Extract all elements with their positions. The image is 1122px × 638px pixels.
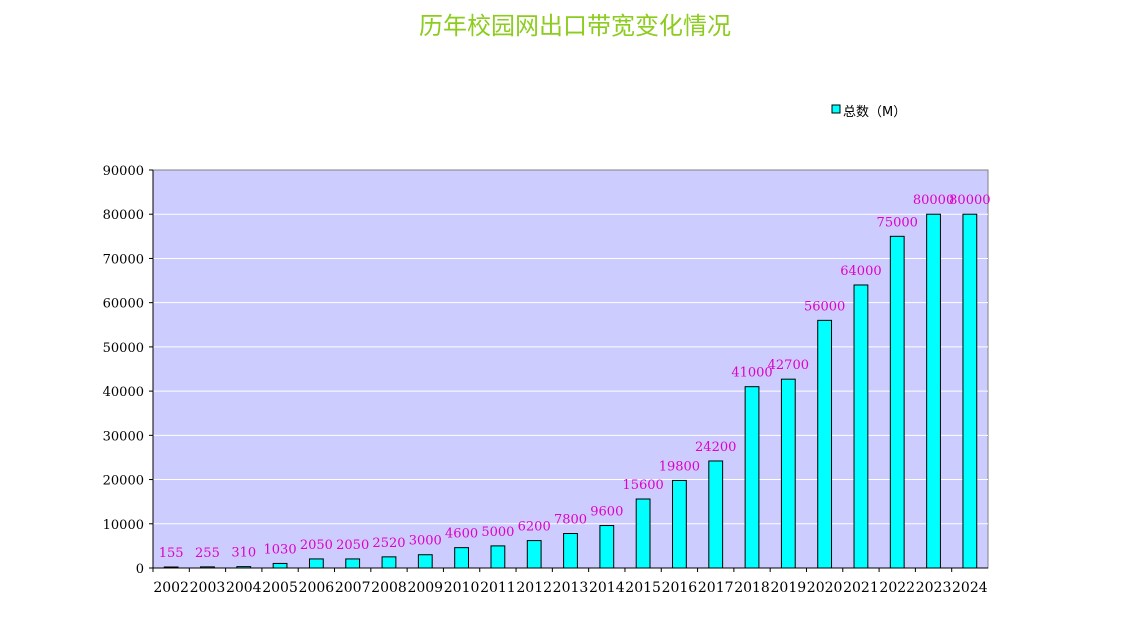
gridlines [153, 213, 988, 525]
x-tick-label: 2004 [226, 580, 262, 596]
bar [780, 378, 796, 569]
data-label: 3000 [409, 534, 442, 549]
data-label: 24200 [695, 440, 736, 455]
x-tick-label: 2023 [916, 580, 952, 596]
bar [381, 556, 397, 569]
legend: 总数（M） [831, 104, 906, 120]
data-label: 6200 [518, 520, 551, 535]
x-tick-label: 2006 [299, 580, 335, 596]
y-tick-label: 50000 [103, 341, 144, 356]
bar [490, 545, 506, 569]
y-tick-label: 70000 [103, 252, 144, 267]
data-label: 255 [195, 546, 220, 561]
y-tick-label: 30000 [103, 429, 144, 444]
data-label: 42700 [768, 358, 809, 373]
x-tick-label: 2017 [698, 580, 734, 596]
data-label: 310 [231, 546, 256, 561]
x-tick-label: 2002 [153, 580, 189, 596]
y-axis: 0 10000 20000 30000 40000 50000 60000 70000 8000… [103, 164, 154, 577]
legend-swatch [831, 104, 841, 114]
bar [526, 540, 542, 569]
x-tick-label: 2008 [371, 580, 407, 596]
data-label: 15600 [622, 478, 663, 493]
x-tick-label: 2007 [335, 580, 371, 596]
x-tick-label: 2003 [190, 580, 226, 596]
bar [417, 554, 433, 569]
data-label: 80000 [913, 193, 954, 208]
y-tick-label: 60000 [103, 297, 144, 312]
x-tick-label: 2022 [879, 580, 915, 596]
x-tick-label: 2011 [480, 580, 516, 596]
bar [708, 460, 724, 569]
bar [563, 533, 578, 569]
y-tick-label: 40000 [103, 385, 144, 400]
bar [672, 479, 687, 569]
data-label: 80000 [949, 193, 990, 208]
bar [599, 525, 615, 569]
x-tick-label: 2010 [444, 580, 480, 596]
data-label: 75000 [877, 215, 918, 230]
bar [454, 547, 469, 569]
x-tick-label: 2012 [516, 580, 552, 596]
x-tick-label: 2009 [407, 580, 443, 596]
data-label: 1030 [264, 542, 297, 557]
bar [272, 562, 288, 569]
x-tick-label: 2021 [843, 580, 879, 596]
x-tick-label: 2019 [771, 580, 807, 596]
data-label: 155 [159, 546, 184, 561]
chart-title: 历年校园网出口带宽变化情况 [419, 12, 731, 40]
bar [962, 213, 978, 569]
bar [345, 558, 361, 569]
data-label: 4600 [445, 527, 478, 542]
y-tick-label: 0 [136, 562, 144, 577]
bar [817, 319, 833, 569]
data-label: 5000 [481, 525, 514, 540]
data-label: 19800 [659, 459, 700, 474]
y-tick-label: 20000 [103, 474, 144, 489]
bar [744, 386, 760, 569]
data-label: 7800 [554, 513, 587, 528]
y-tick-label: 10000 [103, 518, 144, 533]
legend-label: 总数（M） [843, 105, 906, 120]
bar [889, 235, 905, 569]
x-tick-label: 2014 [589, 580, 625, 596]
x-tick-label: 2015 [625, 580, 661, 596]
plot-area [152, 169, 989, 569]
x-axis: 2002 2003 2004 2005 2006 2007 2008 2009 2010 2011… [152, 567, 988, 596]
data-label: 64000 [840, 264, 881, 279]
data-labels: 155 255 310 1030 2050 2050 2520 3000 4600 5000 620… [159, 193, 991, 561]
data-label: 2050 [336, 538, 369, 553]
x-tick-label: 2016 [662, 580, 698, 596]
bar [635, 498, 651, 569]
bar [853, 284, 869, 569]
data-label: 41000 [731, 366, 772, 381]
y-tick-label: 90000 [103, 164, 144, 179]
x-tick-label: 2024 [952, 580, 988, 596]
x-tick-label: 2020 [807, 580, 843, 596]
data-label: 2520 [372, 536, 405, 551]
x-tick-label: 2005 [262, 580, 298, 596]
bar [926, 213, 941, 569]
data-label: 56000 [804, 299, 845, 314]
x-tick-label: 2013 [553, 580, 589, 596]
data-label: 9600 [590, 505, 623, 520]
data-label: 2050 [300, 538, 333, 553]
x-tick-label: 2018 [734, 580, 770, 596]
y-tick-label: 80000 [103, 208, 144, 223]
bar [308, 558, 324, 569]
